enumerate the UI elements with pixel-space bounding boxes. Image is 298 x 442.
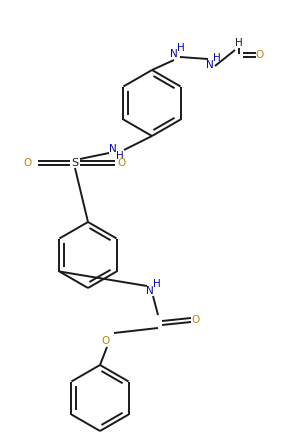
- Text: O: O: [23, 158, 31, 168]
- Text: H: H: [177, 43, 185, 53]
- Text: S: S: [72, 158, 79, 168]
- Text: H: H: [153, 279, 161, 289]
- Text: N: N: [146, 286, 154, 296]
- Text: N: N: [170, 49, 178, 59]
- Text: N: N: [206, 60, 214, 70]
- Text: O: O: [192, 315, 200, 325]
- Text: N: N: [109, 144, 117, 154]
- Text: H: H: [213, 53, 221, 63]
- Text: O: O: [256, 50, 264, 60]
- Text: O: O: [102, 336, 110, 346]
- Text: H: H: [116, 151, 124, 161]
- Text: H: H: [235, 38, 243, 48]
- Text: O: O: [117, 158, 125, 168]
